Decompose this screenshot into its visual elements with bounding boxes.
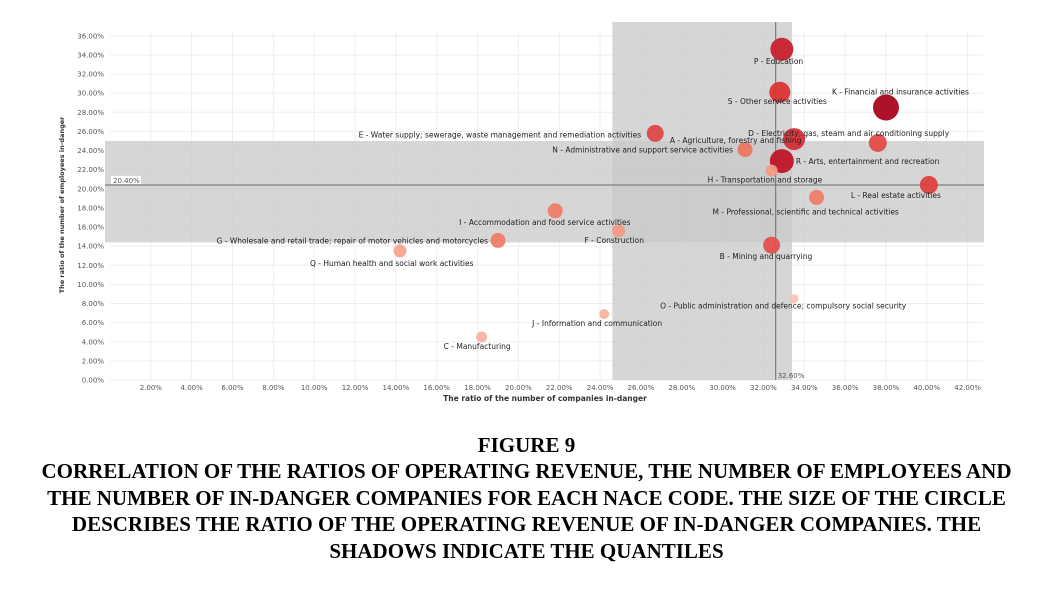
data-point [765,164,778,177]
data-point-label: B - Mining and quarrying [720,252,813,261]
y-tick-label: 18.00% [77,204,104,212]
y-tick-label: 16.00% [77,224,104,232]
x-tick-label: 12.00% [342,384,369,392]
y-tick-label: 28.00% [77,109,104,117]
y-axis-title: The ratio of the number of employees in-… [58,116,66,293]
x-tick-label: 26.00% [628,384,655,392]
data-point-label: K - Financial and insurance activities [832,88,969,97]
x-tick-label: 18.00% [464,384,491,392]
y-tick-label: 24.00% [77,147,104,155]
x-tick-label: 32.00% [750,384,777,392]
y-tick-label: 0.00% [82,377,105,385]
data-point-label: N - Administrative and support service a… [552,146,733,155]
y-tick-label: 2.00% [82,357,105,365]
data-point [393,244,407,258]
data-point-label: P - Education [754,57,804,66]
data-point [770,37,794,61]
y-tick-label: 20.00% [77,185,104,193]
data-point [769,81,791,103]
y-tick-label: 22.00% [77,166,104,174]
x-tick-label: 34.00% [791,384,818,392]
figure-number: FIGURE 9 [477,433,576,457]
x-tick-label: 20.00% [505,384,532,392]
data-point [611,224,625,238]
scatter-chart: 32.60% 20.40% 2.00% 4.00% 6.00% 8.00% 10.00% 1… [58,22,984,403]
figure-caption-text: CORRELATION OF THE RATIOS OF OPERATING R… [41,459,1012,563]
data-point-label: M - Professional, scientific and technic… [713,207,899,216]
y-tick-label: 14.00% [77,243,104,251]
x-tick-label: 36.00% [832,384,859,392]
data-point [547,203,563,219]
y-tick-label: 34.00% [77,51,104,59]
data-point-label: Q - Human health and social work activit… [310,259,474,268]
x-tick-label: 40.00% [913,384,940,392]
data-point-label: I - Accommodation and food service activ… [459,218,630,227]
x-tick-label: 42.00% [954,384,981,392]
y-tick-label: 36.00% [77,32,104,40]
data-point-label: R - Arts, entertainment and recreation [796,157,940,166]
data-point-label: S - Other service activities [728,97,827,106]
y-quantile-band [105,140,984,243]
axis-ticks: 2.00% 4.00% 6.00% 8.00% 10.00% 12.00% 14.00% 16… [77,32,981,392]
x-tick-label: 38.00% [873,384,900,392]
data-point-label: H - Transportation and storage [708,176,823,185]
data-point [872,94,899,121]
x-axis-title: The ratio of the number of companies in-… [443,394,647,403]
data-point [868,133,887,152]
point-labels: P - Education K - Financial and insurance… [217,57,969,351]
quantile-shading [105,22,984,380]
y-tick-label: 32.00% [77,71,104,79]
y-tick-label: 4.00% [82,338,105,346]
y-tick-label: 26.00% [77,128,104,136]
x-tick-label: 10.00% [301,384,328,392]
data-point [809,189,825,205]
y-reference-label-bg [111,175,141,184]
x-tick-label: 22.00% [546,384,573,392]
x-tick-label: 2.00% [140,384,163,392]
data-point-label: F - Construction [584,236,644,245]
x-tick-label: 28.00% [668,384,695,392]
x-tick-label: 6.00% [221,384,244,392]
data-point-label: G - Wholesale and retail trade; repair o… [217,236,489,245]
x-tick-label: 24.00% [587,384,614,392]
data-point [599,309,610,320]
x-tick-label: 8.00% [262,384,285,392]
data-point-label: A - Agriculture, forestry and fishing [670,136,802,145]
x-tick-label: 30.00% [709,384,736,392]
y-tick-label: 10.00% [77,281,104,289]
data-points [393,37,938,343]
data-point [783,128,806,151]
x-tick-label: 14.00% [383,384,410,392]
data-point [919,175,938,194]
data-point-label: D - Electricity, gas, steam and air cond… [748,129,950,138]
y-tick-label: 6.00% [82,319,105,327]
data-point [737,142,753,158]
y-reference-label: 20.40% [113,177,140,185]
x-reference-label: 32.60% [778,372,805,380]
data-point [763,236,781,254]
data-point [476,331,488,343]
y-tick-label: 8.00% [82,300,105,308]
x-tick-label: 4.00% [181,384,204,392]
data-point-label: J - Information and communication [531,319,662,328]
y-tick-label: 30.00% [77,90,104,98]
data-point [789,294,799,304]
x-tick-label: 16.00% [423,384,450,392]
reference-lines: 32.60% 20.40% [105,22,984,380]
data-point-label: L - Real estate activities [851,191,941,200]
data-point-label: C - Manufacturing [444,342,511,351]
figure-caption: FIGURE 9 CORRELATION OF THE RATIOS OF OP… [0,432,1053,564]
y-tick-label: 12.00% [77,262,104,270]
data-point-label: E - Water supply; sewerage, waste manage… [359,130,642,139]
data-point [490,232,506,248]
data-point [646,124,664,142]
data-point-label: O - Public administration and defence; c… [660,302,907,311]
